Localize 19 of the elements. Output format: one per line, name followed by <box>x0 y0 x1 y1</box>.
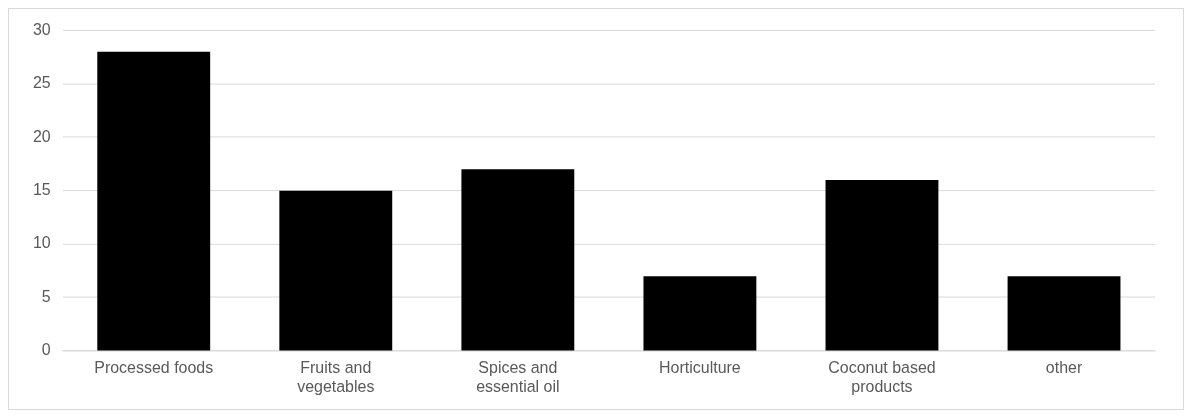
y-tick-label: 25 <box>32 74 51 92</box>
bar <box>643 276 757 351</box>
y-tick-label: 20 <box>32 127 51 145</box>
x-tick-label: Horticulture <box>659 358 741 376</box>
y-tick-label: 0 <box>41 341 51 359</box>
bar <box>461 169 575 351</box>
x-tick-label: Spices and essential oil <box>476 358 560 395</box>
y-tick-label: 10 <box>32 234 51 252</box>
bar <box>97 51 211 351</box>
y-tick-label: 15 <box>32 181 51 199</box>
x-tick-label: Coconut based products <box>828 358 936 395</box>
x-tick-label: Fruits and vegetables <box>297 358 375 395</box>
x-tick-label: other <box>1045 358 1083 376</box>
x-tick-label: Processed foods <box>94 358 214 376</box>
bar <box>825 180 939 351</box>
bar <box>1007 276 1121 351</box>
y-tick-label: 5 <box>41 287 51 305</box>
y-tick-label: 30 <box>32 20 51 38</box>
bar <box>279 190 393 351</box>
